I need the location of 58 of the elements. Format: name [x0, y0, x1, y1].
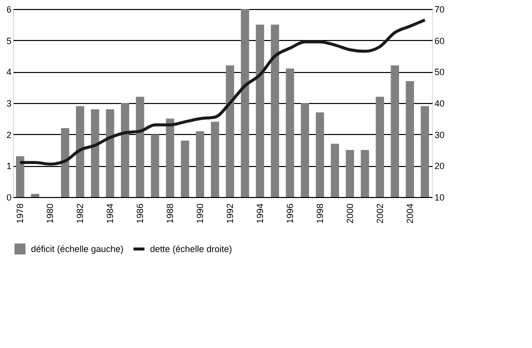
- x-tick-label: 1988: [165, 204, 176, 224]
- x-tick-label: 1998: [314, 204, 325, 224]
- bar: [30, 194, 40, 197]
- y-tick-label: 4: [6, 67, 12, 78]
- x-tick-label: 1994: [254, 204, 265, 224]
- y2-tick-label: 30: [434, 130, 445, 140]
- y-tick-label: 1: [6, 161, 12, 172]
- bar: [256, 24, 264, 197]
- legend-label: dette (échelle droite): [150, 244, 232, 254]
- bar: [150, 134, 160, 197]
- bar: [330, 144, 340, 197]
- bar: [90, 109, 100, 197]
- y-tick-label: 5: [6, 36, 12, 46]
- y2-tick-label: 20: [434, 161, 445, 172]
- x-tick-label: 1996: [284, 204, 295, 224]
- y-tick-label: 6: [6, 4, 12, 14]
- bar: [406, 81, 414, 197]
- legend-label: déficit (échelle gauche): [31, 244, 124, 254]
- x-tick-label: 1984: [105, 204, 116, 224]
- x-tick-label: 2000: [344, 204, 355, 224]
- bar: [286, 68, 294, 197]
- bar: [60, 128, 70, 197]
- bar: [196, 131, 204, 197]
- bar: [300, 103, 310, 197]
- y2-tick-label: 60: [434, 36, 445, 46]
- y-tick-label: 2: [6, 130, 12, 140]
- bar: [76, 106, 84, 197]
- y2-tick-label: 70: [434, 4, 445, 14]
- bar: [166, 118, 174, 197]
- bar: [420, 106, 429, 197]
- bar: [360, 150, 370, 197]
- bar: [136, 96, 144, 197]
- bar: [376, 96, 384, 197]
- line-series: [18, 18, 426, 166]
- x-tick-label: 1992: [224, 204, 235, 224]
- bar: [270, 24, 280, 197]
- x-tick-label: 1978: [15, 204, 26, 224]
- bar: [120, 103, 130, 197]
- bar: [226, 65, 234, 197]
- x-tick-label: 2002: [374, 204, 385, 224]
- x-tick-label: 1980: [45, 204, 56, 224]
- y2-tick-label: 40: [434, 98, 445, 108]
- bar: [16, 156, 24, 197]
- bar: [210, 122, 220, 197]
- y2-tick-label: 10: [434, 192, 445, 202]
- bar: [316, 112, 324, 197]
- x-tick-label: 2004: [404, 204, 415, 224]
- bar: [106, 109, 114, 197]
- bar: [390, 65, 400, 197]
- bar: [346, 150, 354, 197]
- y-tick-label: 3: [6, 98, 12, 108]
- bar: [240, 9, 250, 197]
- y2-tick-label: 50: [434, 67, 445, 78]
- bar: [180, 140, 190, 197]
- x-tick-label: 1982: [75, 204, 86, 224]
- x-tick-label: 1986: [135, 204, 146, 224]
- y-tick-label: 0: [6, 192, 12, 202]
- x-tick-label: 1990: [195, 204, 206, 224]
